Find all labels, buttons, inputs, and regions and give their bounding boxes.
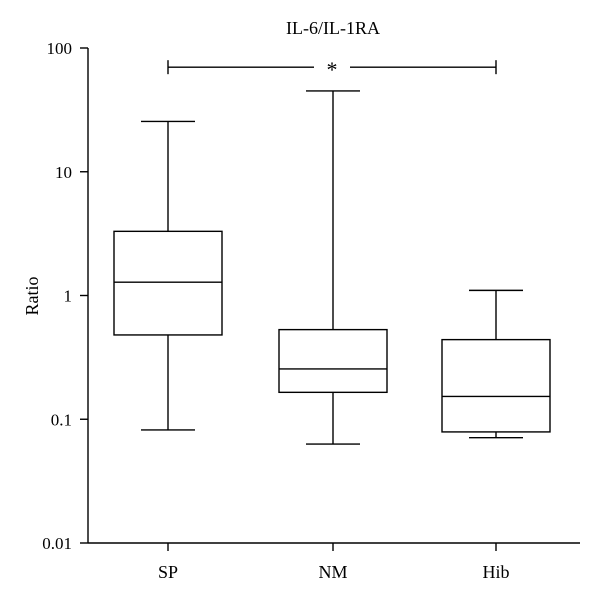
y-tick-label-3: 10 [55, 163, 72, 182]
y-axis-ticks: 0.01 0.1 1 10 100 [42, 39, 88, 553]
y-tick-label-2: 1 [64, 287, 73, 306]
iqr-box-sp [113, 230, 223, 336]
significance-label: * [327, 57, 338, 82]
box-sp [113, 120, 223, 431]
x-tick-label-sp: SP [158, 562, 178, 582]
x-tick-label-nm: NM [318, 562, 347, 582]
box-series [113, 90, 551, 445]
x-axis-ticks: SP NM Hib [158, 543, 510, 582]
iqr-box-hib [441, 338, 551, 433]
box-nm [278, 90, 388, 445]
x-tick-label-hib: Hib [483, 562, 510, 582]
y-tick-label-0: 0.01 [42, 534, 72, 553]
y-axis-label: Ratio [22, 277, 42, 316]
chart-title: IL-6/IL-1RA [286, 18, 380, 38]
significance-bracket: * [167, 57, 497, 82]
box-hib [441, 289, 551, 439]
y-tick-label-4: 100 [47, 39, 73, 58]
iqr-box-nm [278, 328, 388, 394]
y-tick-label-1: 0.1 [51, 410, 72, 429]
